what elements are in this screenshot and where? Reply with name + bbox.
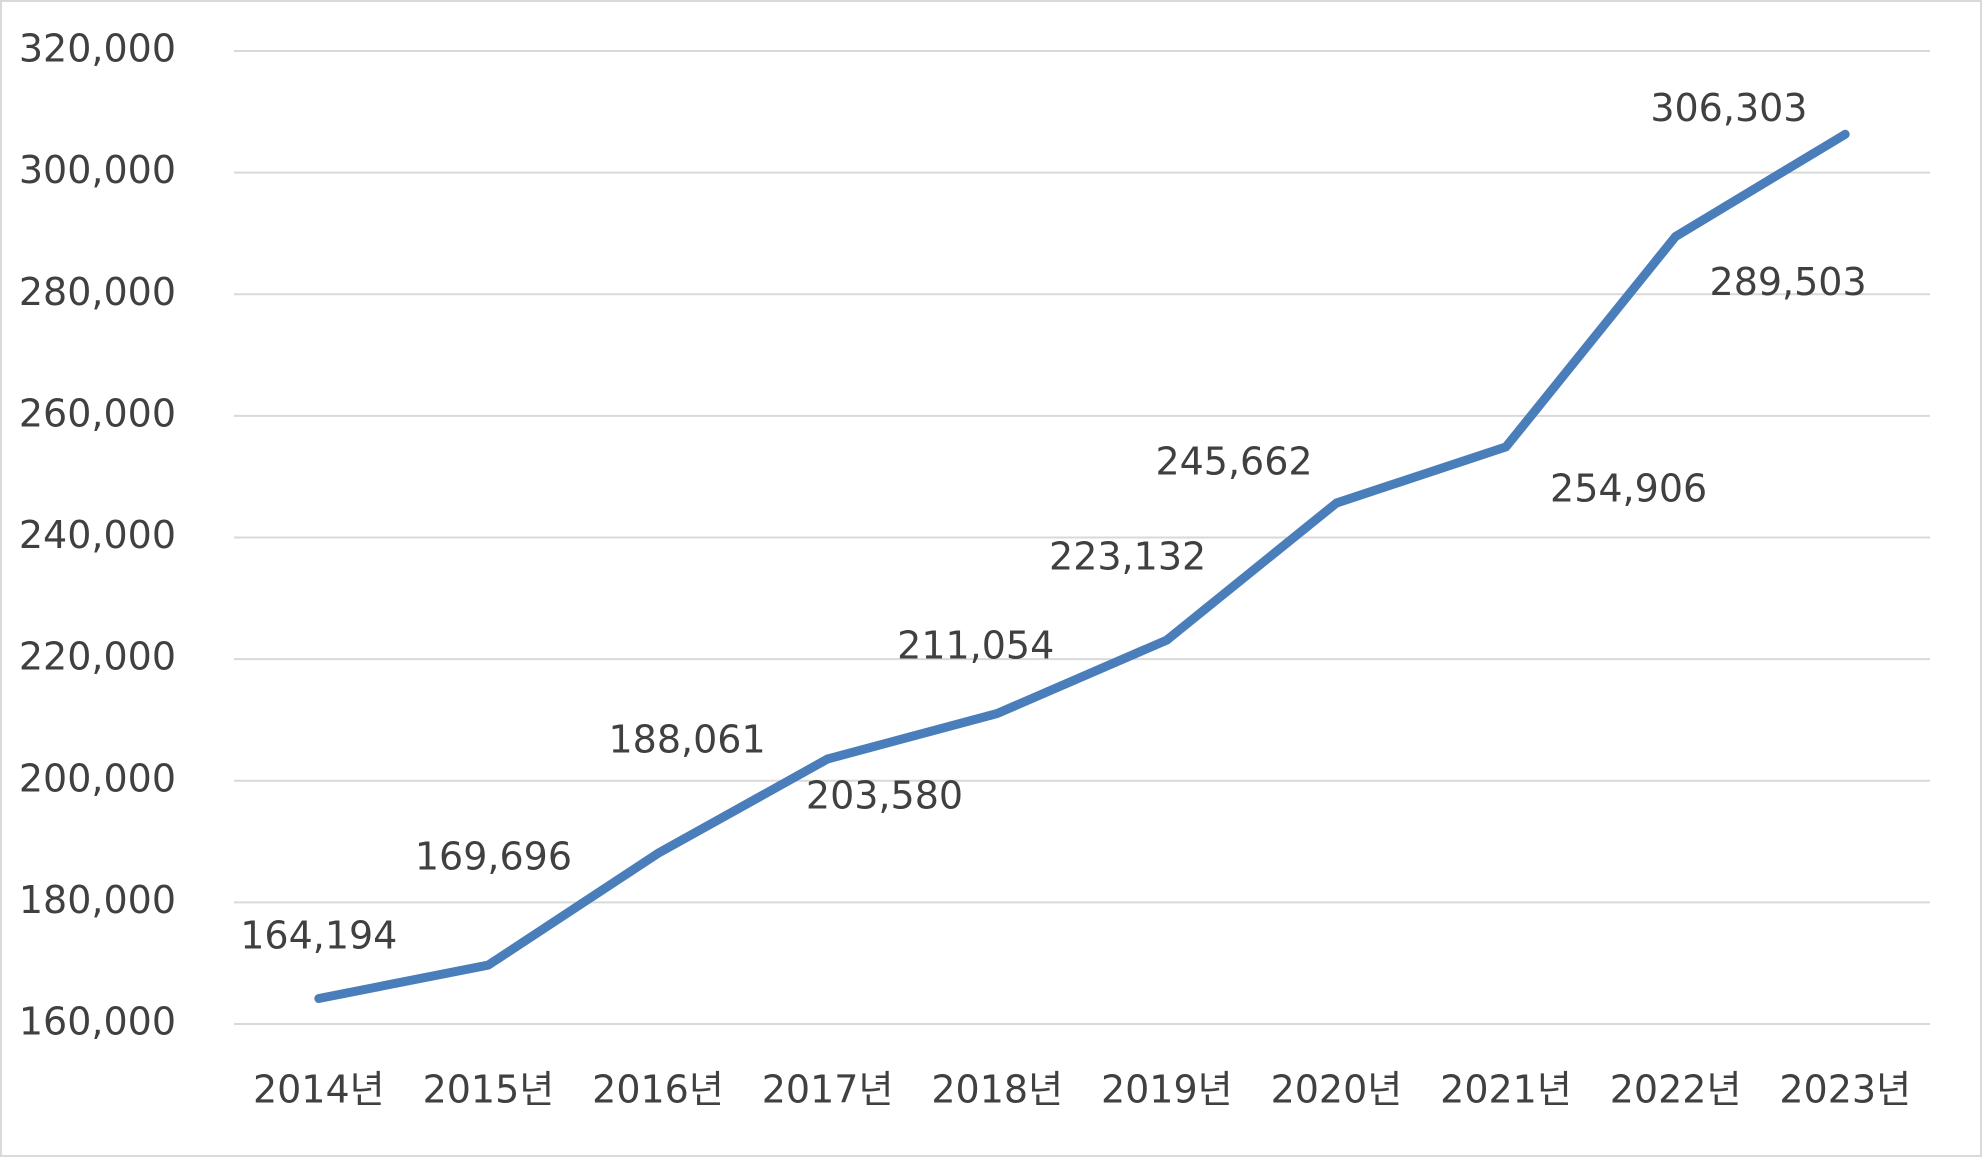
data-label: 211,054 bbox=[897, 623, 1054, 667]
y-tick-label: 260,000 bbox=[19, 391, 176, 435]
y-tick-label: 300,000 bbox=[19, 148, 176, 192]
data-label: 188,061 bbox=[609, 718, 766, 762]
y-tick-label: 320,000 bbox=[19, 27, 176, 71]
x-tick-label: 2023년 bbox=[1779, 1068, 1911, 1112]
y-tick-label: 200,000 bbox=[19, 756, 176, 800]
data-label: 223,132 bbox=[1049, 535, 1206, 579]
y-tick-label: 160,000 bbox=[19, 1000, 176, 1044]
data-label: 203,580 bbox=[806, 774, 963, 818]
y-tick-label: 280,000 bbox=[19, 270, 176, 314]
x-tick-label: 2014년 bbox=[253, 1068, 385, 1112]
x-tick-label: 2021년 bbox=[1440, 1068, 1572, 1112]
x-tick-label: 2017년 bbox=[762, 1068, 894, 1112]
data-label: 169,696 bbox=[415, 834, 572, 878]
y-tick-label: 220,000 bbox=[19, 635, 176, 679]
x-tick-label: 2022년 bbox=[1610, 1068, 1742, 1112]
data-label: 245,662 bbox=[1155, 439, 1312, 483]
x-tick-label: 2019년 bbox=[1101, 1068, 1233, 1112]
x-tick-label: 2015년 bbox=[423, 1068, 555, 1112]
data-label: 254,906 bbox=[1550, 467, 1707, 511]
x-tick-label: 2018년 bbox=[931, 1068, 1063, 1112]
data-label: 306,303 bbox=[1650, 86, 1807, 130]
x-tick-label: 2016년 bbox=[592, 1068, 724, 1112]
data-label: 289,503 bbox=[1710, 260, 1867, 304]
data-line bbox=[314, 129, 1850, 1003]
y-tick-label: 180,000 bbox=[19, 878, 176, 922]
data-label: 164,194 bbox=[240, 913, 397, 957]
x-tick-label: 2020년 bbox=[1271, 1068, 1403, 1112]
y-tick-label: 240,000 bbox=[19, 513, 176, 557]
